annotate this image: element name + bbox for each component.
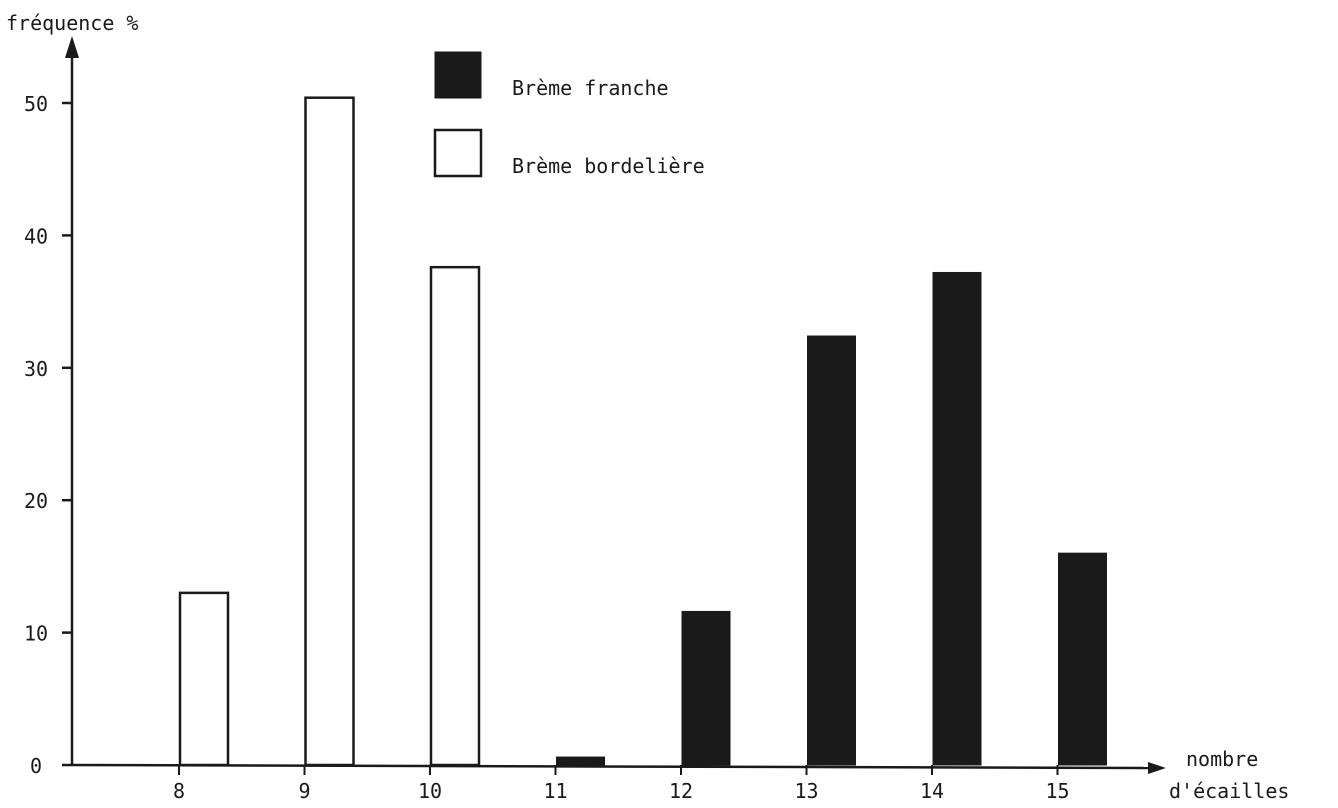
x-tick-label: 9 bbox=[298, 779, 310, 803]
x-axis-label-line-2: d'écailles bbox=[1169, 779, 1289, 803]
x-tick-label: 15 bbox=[1045, 779, 1069, 803]
bar-breme-franche bbox=[556, 756, 605, 766]
x-axis-line bbox=[61, 763, 1153, 770]
legend: Brème franche Brème bordelière bbox=[433, 51, 705, 178]
y-axis-arrow bbox=[65, 36, 79, 58]
legend-label: Brème franche bbox=[512, 76, 669, 100]
bar-breme-franche bbox=[1058, 552, 1107, 766]
x-tick-label: 14 bbox=[920, 779, 944, 803]
x-tick-label: 13 bbox=[794, 779, 818, 803]
bar-breme-bordeliere bbox=[429, 265, 481, 767]
y-tick-label: 30 bbox=[24, 357, 48, 381]
axes: 0 10 20 30 40 50 8 9 10 11 12 13 14 15 bbox=[24, 36, 1166, 803]
bar-breme-franche bbox=[681, 610, 731, 766]
x-tick-label: 11 bbox=[543, 779, 567, 803]
legend-swatch bbox=[433, 128, 483, 178]
x-axis-label-line-1: nombre bbox=[1186, 747, 1258, 771]
x-axis-arrow bbox=[1148, 762, 1166, 774]
y-tick-label: 20 bbox=[24, 489, 48, 513]
y-tick-label: 40 bbox=[24, 224, 48, 248]
bar-breme-franche bbox=[932, 271, 982, 766]
x-tick-label: 10 bbox=[418, 779, 442, 803]
y-tick-label: 50 bbox=[24, 92, 48, 116]
bar-breme-franche bbox=[807, 335, 856, 766]
legend-swatch bbox=[434, 51, 482, 99]
y-axis-ticks: 0 10 20 30 40 50 bbox=[24, 92, 72, 778]
bar-breme-bordeliere bbox=[304, 96, 355, 767]
y-axis-label: fréquence % bbox=[6, 11, 138, 35]
x-tick-label: 8 bbox=[173, 779, 185, 803]
legend-label: Brème bordelière bbox=[512, 154, 705, 178]
bar-breme-bordeliere bbox=[178, 591, 230, 767]
x-tick-label: 12 bbox=[669, 779, 693, 803]
bars bbox=[178, 96, 1107, 767]
y-tick-label: 0 bbox=[30, 754, 42, 778]
x-axis-ticks: 8 9 10 11 12 13 14 15 bbox=[173, 765, 1070, 803]
y-tick-label: 10 bbox=[24, 622, 48, 646]
